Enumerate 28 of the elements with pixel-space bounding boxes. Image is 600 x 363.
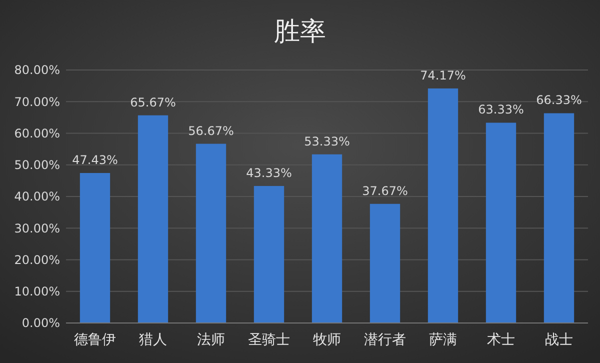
data-label: 37.67% bbox=[362, 184, 408, 198]
x-tick-label: 术士 bbox=[487, 332, 515, 348]
x-tick-label: 战士 bbox=[545, 332, 573, 348]
y-tick-label: 0.00% bbox=[22, 316, 60, 330]
x-tick-label: 德鲁伊 bbox=[74, 332, 116, 348]
y-tick-label: 50.00% bbox=[14, 158, 60, 172]
data-label: 56.67% bbox=[188, 124, 234, 138]
data-label: 65.67% bbox=[130, 95, 176, 110]
x-tick-label: 萨满 bbox=[429, 332, 457, 348]
data-label: 63.33% bbox=[478, 102, 524, 117]
x-tick-label: 潜行者 bbox=[364, 332, 406, 348]
data-label: 47.43% bbox=[72, 153, 118, 168]
y-tick-label: 20.00% bbox=[14, 252, 60, 267]
y-tick-label: 70.00% bbox=[14, 94, 60, 109]
x-tick-label: 猎人 bbox=[139, 332, 167, 348]
y-tick-label: 30.00% bbox=[14, 221, 60, 236]
y-tick-label: 60.00% bbox=[14, 126, 60, 140]
y-tick-label: 10.00% bbox=[14, 284, 60, 299]
data-label: 66.33% bbox=[536, 93, 582, 108]
data-label: 74.17% bbox=[420, 68, 466, 82]
y-tick-label: 80.00% bbox=[14, 63, 60, 78]
data-label: 43.33% bbox=[246, 166, 292, 180]
chart-title: 胜率 bbox=[274, 17, 326, 47]
x-tick-label: 牧师 bbox=[313, 332, 341, 348]
x-tick-label: 法师 bbox=[197, 332, 225, 348]
y-tick-label: 40.00% bbox=[14, 190, 60, 204]
x-tick-label: 圣骑士 bbox=[248, 332, 290, 348]
data-label: 53.33% bbox=[304, 134, 350, 148]
